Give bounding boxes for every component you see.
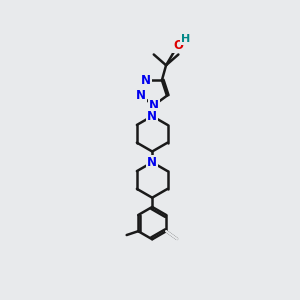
Text: H: H xyxy=(181,34,190,44)
Text: N: N xyxy=(136,89,146,102)
Text: N: N xyxy=(147,110,157,123)
Text: N: N xyxy=(141,74,151,87)
Text: O: O xyxy=(173,39,183,52)
Text: N: N xyxy=(147,156,157,169)
Text: N: N xyxy=(149,99,159,112)
